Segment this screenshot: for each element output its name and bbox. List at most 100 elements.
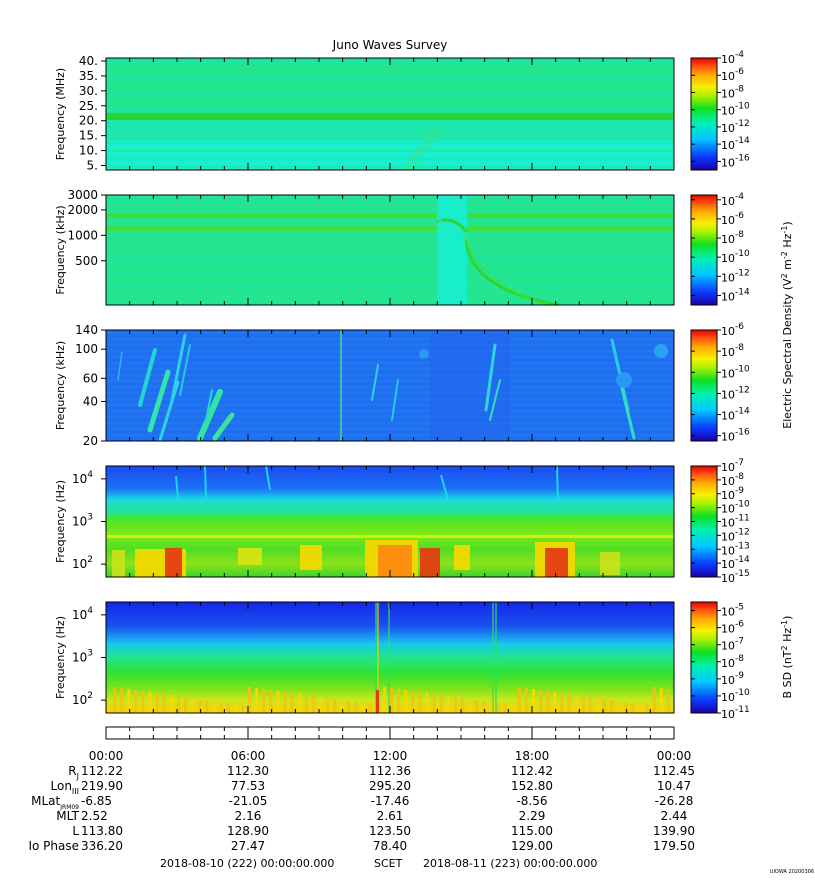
colorbar-tick-label: 10-16 bbox=[721, 153, 750, 169]
y-tick-label: 104 bbox=[72, 606, 93, 622]
footer-stamp: UIOWA 20200306 bbox=[770, 869, 814, 875]
colorbar-tick-label: 10-10 bbox=[721, 102, 750, 118]
colorbar-tick-label: 10-10 bbox=[721, 249, 750, 265]
ephemeris-value: 152.80 bbox=[511, 779, 553, 793]
ephemeris-value: -17.46 bbox=[371, 794, 410, 808]
panel-3-axes: 20 40 60 100 140 Frequency (kHz) bbox=[54, 323, 675, 448]
colorbar-tick-label: 10-12 bbox=[721, 385, 750, 401]
y-tick-label: 103 bbox=[72, 649, 93, 665]
colorbar-scale bbox=[690, 194, 718, 306]
y-tick-label: 500 bbox=[75, 254, 98, 268]
colorbar-2: 10-4 10-6 10-8 10-10 10-12 10-14 bbox=[690, 192, 750, 306]
spectrogram-panel-3 bbox=[106, 330, 674, 441]
ephemeris-value: 2.52 bbox=[81, 809, 108, 823]
ephemeris-value: 112.42 bbox=[511, 764, 553, 778]
colorbar-tick-label: 10-9 bbox=[721, 671, 744, 687]
ephemeris-value: -21.05 bbox=[229, 794, 268, 808]
colorbar-tick-label: 10-11 bbox=[721, 514, 750, 530]
y-tick-label: 140 bbox=[75, 323, 98, 337]
time-tick-label: 18:00 bbox=[515, 749, 550, 763]
magnetic-colorbar-label: B SD (nT2 Hz-1) bbox=[780, 616, 794, 699]
ephemeris-label: Io Phase bbox=[28, 839, 79, 853]
y-tick-label: 5. bbox=[87, 159, 98, 173]
colorbar-tick-label: 10-12 bbox=[721, 527, 750, 543]
colorbar-tick-label: 10-12 bbox=[721, 119, 750, 135]
colorbar-tick-label: 10-11 bbox=[721, 705, 750, 721]
ephemeris-value: 219.90 bbox=[81, 779, 123, 793]
ephemeris-value: 112.45 bbox=[653, 764, 695, 778]
ephemeris-value: 2.61 bbox=[377, 809, 404, 823]
ephemeris-value: 115.00 bbox=[511, 824, 553, 838]
ephemeris-value: 139.90 bbox=[653, 824, 695, 838]
ephemeris-value: -26.28 bbox=[655, 794, 694, 808]
colorbar-tick-label: 10-7 bbox=[721, 637, 744, 653]
colorbar-tick-label: 10-8 bbox=[721, 84, 744, 100]
ephemeris-value: 27.47 bbox=[231, 839, 265, 853]
colorbar-tick-label: 10-4 bbox=[721, 50, 744, 66]
colorbar-tick-label: 10-6 bbox=[721, 620, 744, 636]
colorbar-tick-label: 10-6 bbox=[721, 211, 744, 227]
colorbar-tick-label: 10-8 bbox=[721, 343, 744, 359]
y-tick-label: 40 bbox=[83, 394, 98, 408]
y-tick-label: 20 bbox=[83, 434, 98, 448]
y-axis-label: Frequency (MHz) bbox=[54, 68, 67, 160]
colorbar-tick-label: 10-16 bbox=[721, 428, 750, 444]
ephemeris-value: 123.50 bbox=[369, 824, 411, 838]
ephemeris-value: 78.40 bbox=[373, 839, 407, 853]
ephemeris-value: 113.80 bbox=[81, 824, 123, 838]
colorbar-tick-label: 10-6 bbox=[721, 322, 744, 338]
ephemeris-value: 112.22 bbox=[81, 764, 123, 778]
colorbar-tick-label: 10-4 bbox=[721, 192, 744, 208]
ephemeris-value: 2.16 bbox=[235, 809, 262, 823]
colorbar-tick-label: 10-5 bbox=[721, 603, 744, 619]
time-tick-label: 06:00 bbox=[231, 749, 266, 763]
y-axis-label: Frequency (Hz) bbox=[54, 480, 67, 563]
ephemeris-value: -6.85 bbox=[81, 794, 112, 808]
panel-4-axes: 102 103 104 Frequency (Hz) bbox=[54, 465, 675, 578]
ephemeris-value: 10.47 bbox=[657, 779, 691, 793]
y-tick-label: 104 bbox=[72, 470, 93, 486]
colorbar-tick-label: 10-15 bbox=[721, 569, 750, 585]
ephemeris-value: 295.20 bbox=[369, 779, 411, 793]
footer-end-date: 2018-08-11 (223) 00:00:00.000 bbox=[423, 857, 597, 870]
colorbar-tick-label: 10-8 bbox=[721, 230, 744, 246]
ephemeris-value: 179.50 bbox=[653, 839, 695, 853]
y-tick-label: 2000 bbox=[67, 203, 98, 217]
ephemeris-value: 77.53 bbox=[231, 779, 265, 793]
footer-start-date: 2018-08-10 (222) 00:00:00.000 bbox=[160, 857, 334, 870]
y-axis-label: Frequency (Hz) bbox=[54, 616, 67, 699]
ephemeris-value: 128.90 bbox=[227, 824, 269, 838]
y-tick-label: 10. bbox=[79, 144, 98, 158]
y-tick-label: 35. bbox=[79, 69, 98, 83]
colorbar-scale bbox=[690, 57, 718, 171]
ephemeris-label: MLT bbox=[56, 809, 79, 823]
colorbar-tick-label: 10-13 bbox=[721, 541, 750, 557]
chart-title: Juno Waves Survey bbox=[332, 38, 448, 52]
colorbar-tick-label: 10-14 bbox=[721, 407, 750, 423]
colorbar-tick-label: 10-14 bbox=[721, 555, 750, 571]
ephemeris-value: 112.30 bbox=[227, 764, 269, 778]
spectrogram-panel-1 bbox=[106, 58, 674, 170]
colorbar-tick-label: 10-8 bbox=[721, 472, 744, 488]
y-tick-label: 102 bbox=[72, 691, 93, 707]
ephemeris-label: LonIII bbox=[51, 779, 80, 796]
spectrogram-panel-5 bbox=[106, 602, 674, 713]
colorbar-scale bbox=[690, 329, 718, 442]
y-tick-label: 20. bbox=[79, 114, 98, 128]
ephemeris-label: RJ bbox=[68, 764, 79, 781]
spectrogram-panel-4 bbox=[106, 466, 674, 577]
colorbar-tick-label: 10-8 bbox=[721, 654, 744, 670]
colorbar-tick-label: 10-6 bbox=[721, 67, 744, 83]
y-tick-label: 25. bbox=[79, 99, 98, 113]
ephemeris-value: 336.20 bbox=[81, 839, 123, 853]
colorbar-scale bbox=[690, 601, 718, 714]
y-tick-label: 40. bbox=[79, 54, 98, 68]
colorbar-tick-label: 10-14 bbox=[721, 136, 750, 152]
time-tick-label: 00:00 bbox=[657, 749, 692, 763]
ephemeris-value: 112.36 bbox=[369, 764, 411, 778]
ephemeris-value: 129.00 bbox=[511, 839, 553, 853]
ephemeris-value: 2.29 bbox=[519, 809, 546, 823]
